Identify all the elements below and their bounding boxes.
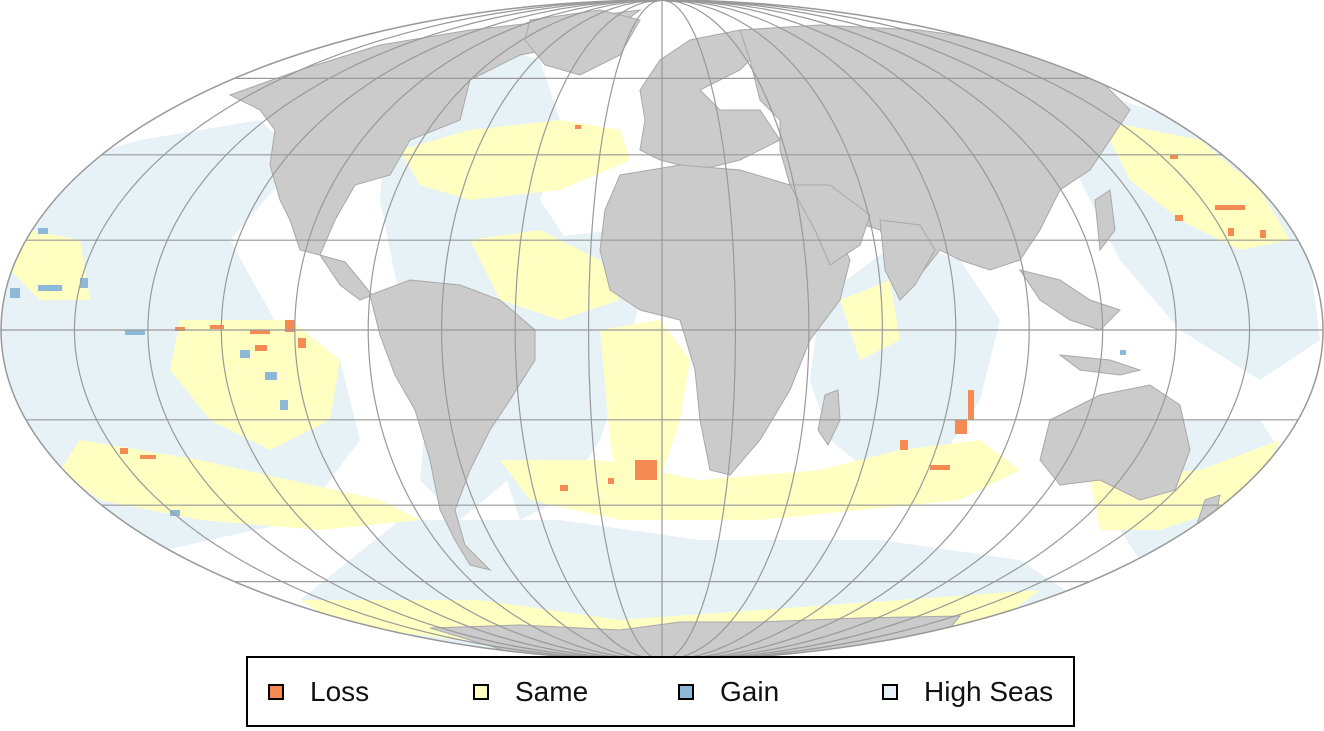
graticule	[1, 0, 1323, 660]
north-america	[228, 9, 642, 256]
legend-swatch-high-seas	[882, 683, 898, 700]
legend-swatch-loss	[268, 683, 284, 700]
legend-label-same: Same	[515, 675, 589, 707]
gain-layer	[10, 228, 1126, 516]
legend-label-loss: Loss	[310, 675, 370, 707]
map-body	[1, 0, 1323, 660]
greenland	[524, 9, 641, 76]
indonesia	[1018, 269, 1121, 331]
legend-item-loss: Loss	[268, 658, 369, 725]
legend-item-high-seas: High Seas	[882, 658, 1053, 725]
legend-swatch-gain	[678, 683, 694, 700]
legend: Loss Same Gain High Seas	[246, 656, 1075, 727]
legend-label-high-seas: High Seas	[924, 675, 1054, 707]
legend-label-gain: Gain	[720, 675, 780, 707]
japan	[1094, 189, 1116, 252]
arabia	[789, 184, 871, 266]
australia	[1039, 384, 1191, 501]
legend-item-gain: Gain	[678, 658, 779, 725]
legend-item-same: Same	[473, 658, 588, 725]
world-map	[0, 0, 1324, 660]
loss-layer	[120, 125, 1266, 491]
legend-swatch-same	[473, 683, 489, 700]
madagascar	[817, 389, 841, 447]
same-layer	[10, 120, 1290, 645]
south-america	[369, 279, 536, 571]
globe-outline	[0, 0, 1324, 660]
